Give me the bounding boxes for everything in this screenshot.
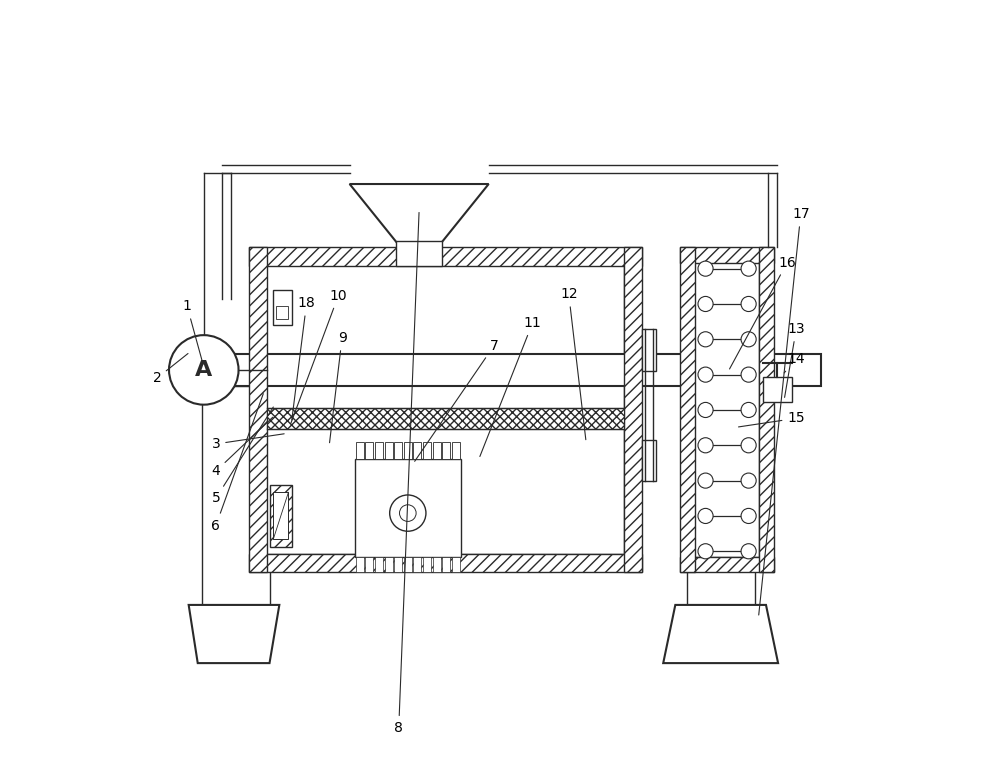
Bar xyxy=(442,557,450,572)
Text: 3: 3 xyxy=(211,434,284,451)
Text: 2: 2 xyxy=(153,354,188,385)
Bar xyxy=(355,459,461,557)
Text: 13: 13 xyxy=(785,322,805,397)
Circle shape xyxy=(698,438,713,453)
Polygon shape xyxy=(350,184,489,242)
Circle shape xyxy=(741,332,756,347)
Bar xyxy=(273,492,288,539)
Bar xyxy=(624,248,642,572)
Text: 12: 12 xyxy=(560,287,586,440)
Bar xyxy=(442,442,450,459)
Bar xyxy=(763,377,792,403)
Text: 10: 10 xyxy=(291,289,347,423)
Bar xyxy=(385,442,393,459)
Text: A: A xyxy=(195,360,212,380)
Circle shape xyxy=(741,438,756,453)
Circle shape xyxy=(698,296,713,312)
Text: 14: 14 xyxy=(784,352,805,373)
Circle shape xyxy=(390,495,426,531)
Circle shape xyxy=(169,335,239,405)
Text: 4: 4 xyxy=(211,417,273,478)
Bar xyxy=(404,557,412,572)
Bar xyxy=(394,442,402,459)
Circle shape xyxy=(698,508,713,523)
Bar xyxy=(680,248,774,263)
Bar xyxy=(687,386,755,605)
Bar xyxy=(385,557,393,572)
Text: 1: 1 xyxy=(183,299,203,364)
Bar xyxy=(680,557,774,572)
Circle shape xyxy=(741,296,756,312)
Bar xyxy=(642,329,656,371)
Circle shape xyxy=(698,544,713,558)
Bar xyxy=(433,557,441,572)
Bar xyxy=(680,248,695,572)
Text: 6: 6 xyxy=(211,393,263,533)
Bar xyxy=(433,442,441,459)
Text: 15: 15 xyxy=(739,411,805,427)
Circle shape xyxy=(698,367,713,382)
Bar xyxy=(695,263,759,557)
Bar xyxy=(365,557,373,572)
Bar xyxy=(396,241,442,266)
Bar xyxy=(423,557,431,572)
Bar xyxy=(267,408,624,429)
Text: 11: 11 xyxy=(480,316,541,457)
Bar xyxy=(356,442,364,459)
Bar xyxy=(404,442,412,459)
Circle shape xyxy=(741,367,756,382)
Text: 17: 17 xyxy=(759,207,810,615)
Bar xyxy=(452,442,460,459)
Bar xyxy=(270,485,292,547)
Text: 7: 7 xyxy=(415,338,498,461)
Circle shape xyxy=(399,505,416,521)
Bar xyxy=(375,442,383,459)
Circle shape xyxy=(698,261,713,277)
Circle shape xyxy=(741,508,756,523)
Bar xyxy=(249,555,642,572)
Text: 5: 5 xyxy=(211,407,273,505)
Circle shape xyxy=(698,332,713,347)
Circle shape xyxy=(741,403,756,417)
Bar xyxy=(276,306,288,319)
Text: 18: 18 xyxy=(292,296,315,420)
Text: 8: 8 xyxy=(394,212,419,735)
Bar xyxy=(413,557,421,572)
Bar xyxy=(394,557,402,572)
Bar xyxy=(759,248,774,572)
Circle shape xyxy=(698,403,713,417)
Bar xyxy=(375,557,383,572)
Circle shape xyxy=(741,473,756,488)
Circle shape xyxy=(698,473,713,488)
Text: 16: 16 xyxy=(730,256,796,369)
Bar xyxy=(365,442,373,459)
Bar xyxy=(249,248,642,266)
Polygon shape xyxy=(663,605,778,663)
Bar xyxy=(413,442,421,459)
Bar xyxy=(452,557,460,572)
Circle shape xyxy=(741,544,756,558)
Polygon shape xyxy=(189,605,279,663)
Text: 9: 9 xyxy=(330,331,347,442)
Bar xyxy=(642,440,656,481)
Bar xyxy=(356,557,364,572)
Bar xyxy=(202,386,270,605)
Circle shape xyxy=(741,261,756,277)
Bar xyxy=(273,290,292,325)
Bar xyxy=(175,354,821,386)
Bar xyxy=(249,248,267,572)
Bar xyxy=(267,266,624,555)
Bar xyxy=(423,442,431,459)
